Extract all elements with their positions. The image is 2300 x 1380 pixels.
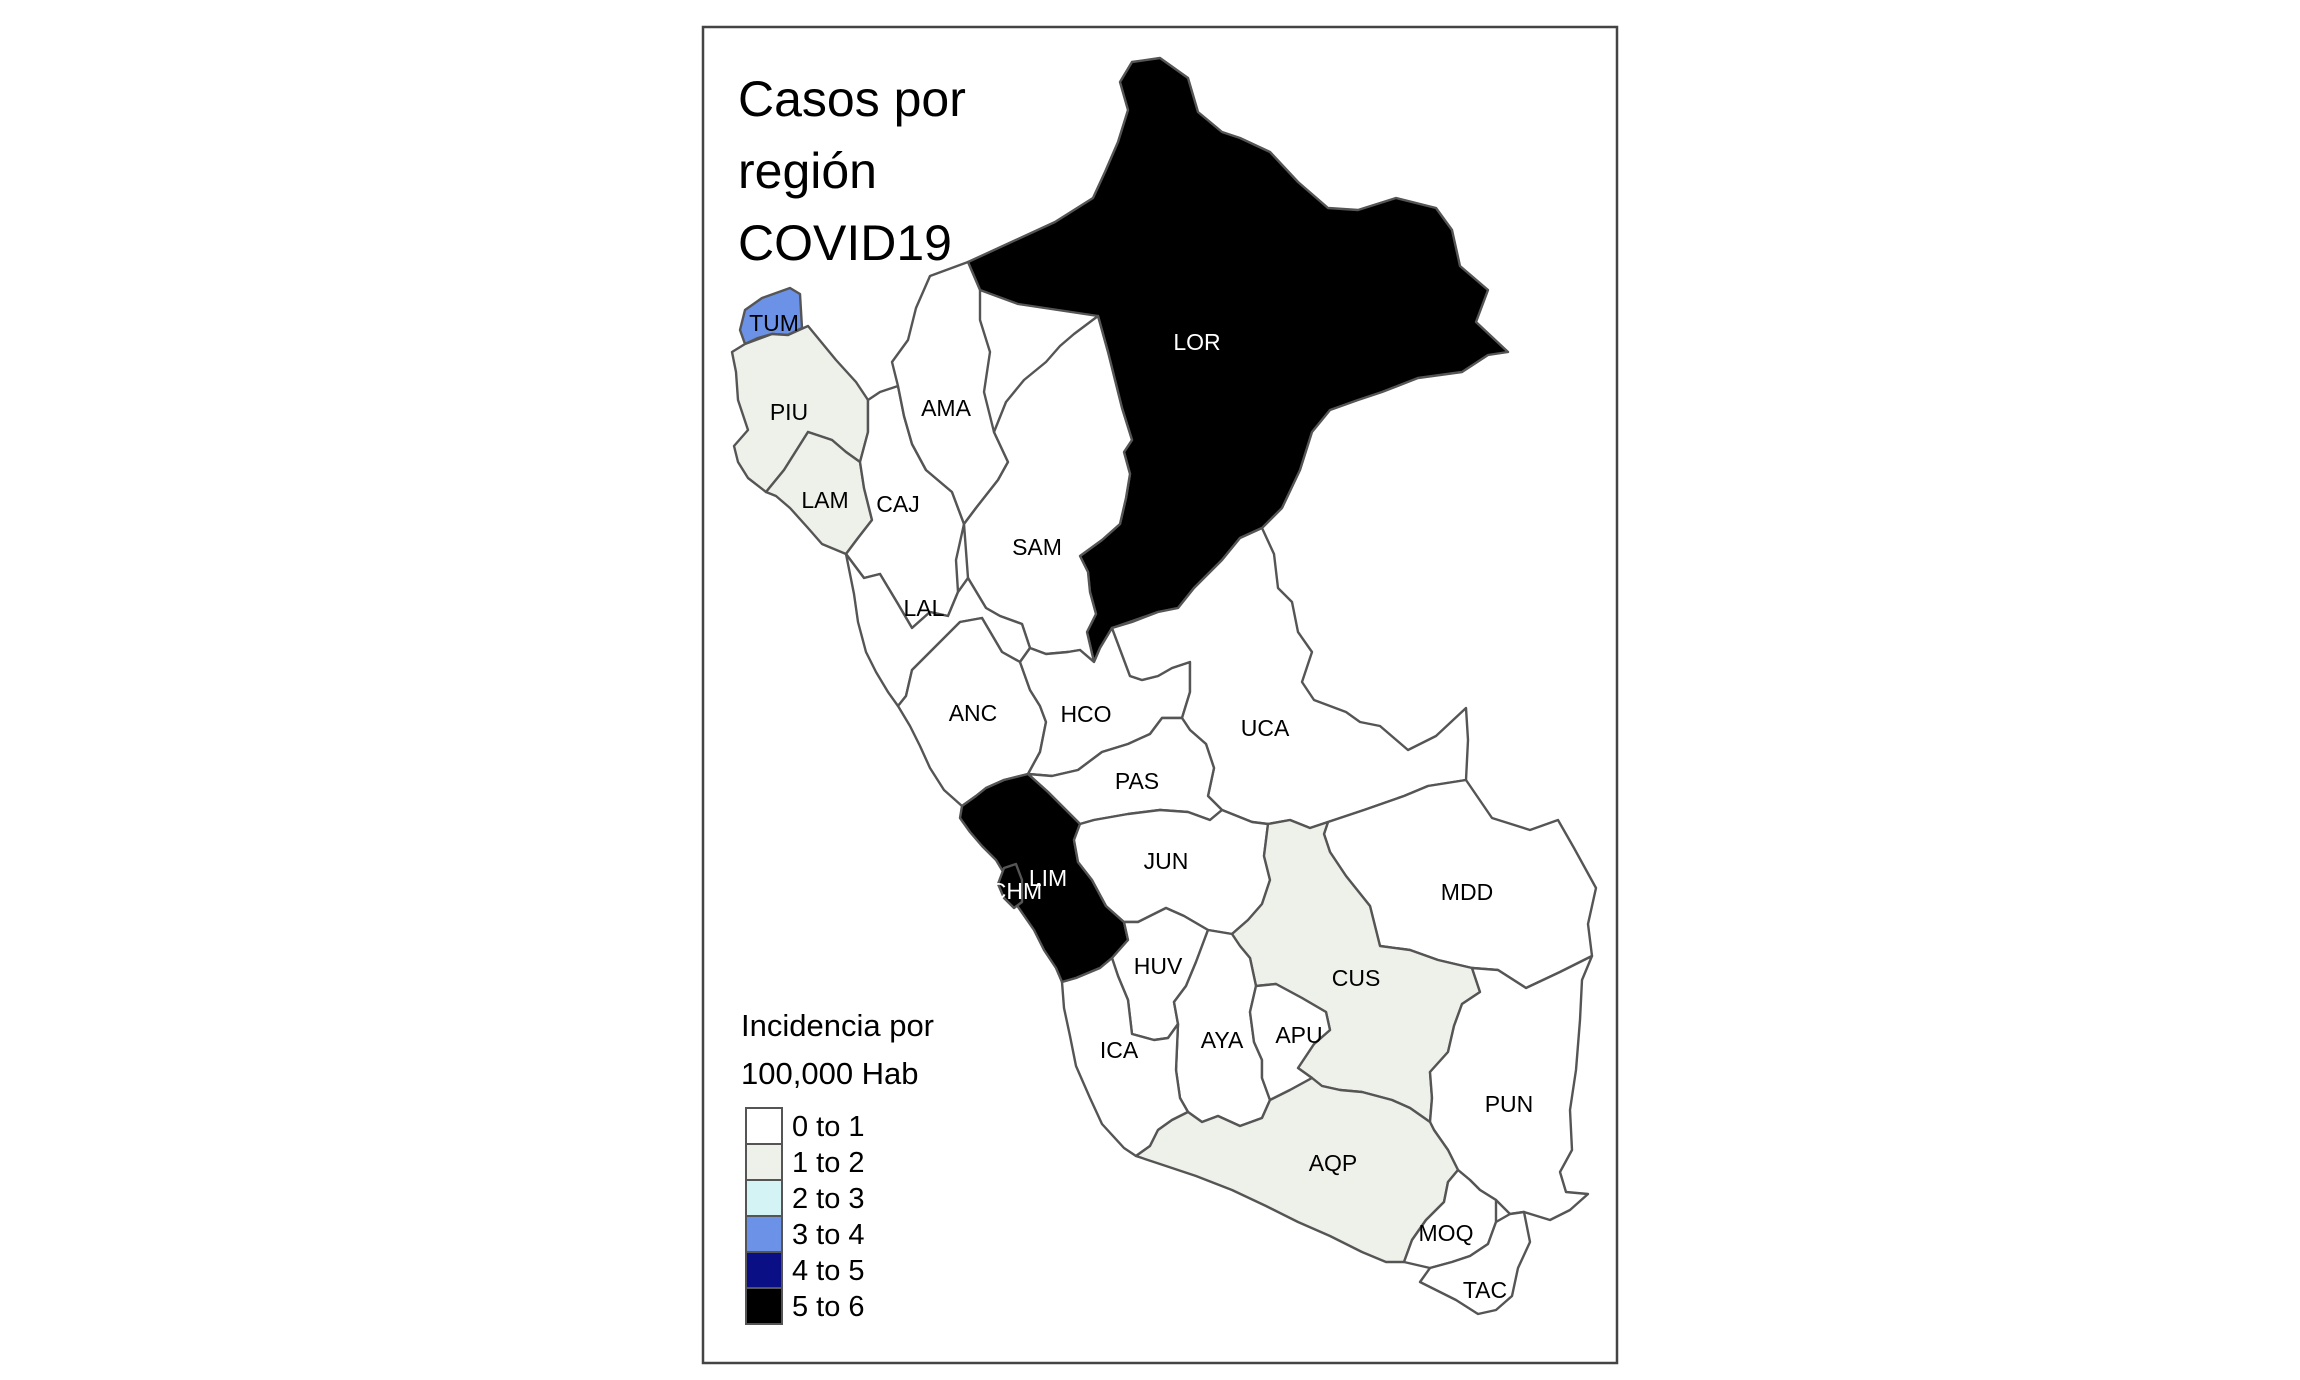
map-title-line-3: COVID19 [738, 215, 952, 271]
legend-label-0-1: 0 to 1 [792, 1111, 865, 1143]
region-label-moq: MOQ [1419, 1220, 1474, 1246]
map-title-line-1: Casos por [738, 71, 966, 127]
region-tac [1418, 1210, 1532, 1316]
region-label-huv: HUV [1134, 953, 1183, 979]
region-label-aqp: AQP [1309, 1150, 1358, 1176]
region-label-chm: CHM [990, 878, 1042, 904]
legend-swatch-1-2 [745, 1143, 783, 1181]
legend-label-3-4: 3 to 4 [792, 1219, 865, 1251]
region-label-lor: LOR [1173, 329, 1220, 355]
region-label-cus: CUS [1332, 965, 1381, 991]
region-label-pun: PUN [1485, 1091, 1534, 1117]
region-label-apu: APU [1275, 1022, 1322, 1048]
region-label-mdd: MDD [1441, 879, 1493, 905]
legend-label-1-2: 1 to 2 [792, 1147, 865, 1179]
region-label-hco: HCO [1060, 701, 1111, 727]
legend-label-5-6: 5 to 6 [792, 1291, 865, 1323]
map-title: Casos por región COVID19 [738, 71, 966, 271]
region-label-pas: PAS [1115, 768, 1159, 794]
region-layer [730, 56, 1598, 1316]
region-label-ama: AMA [921, 395, 972, 421]
region-label-jun: JUN [1144, 848, 1189, 874]
region-label-lal: LAL [904, 595, 945, 621]
region-label-sam: SAM [1012, 534, 1062, 560]
region-label-tum: TUM [749, 310, 799, 336]
legend-swatch-4-5 [745, 1251, 783, 1289]
map-legend: Incidencia por 100,000 Hab 0 to 1 1 to 2… [741, 1008, 934, 1325]
region-label-lam: LAM [801, 487, 848, 513]
map-title-line-2: región [738, 143, 877, 199]
legend-title-line-2: 100,000 Hab [741, 1056, 919, 1091]
region-label-ica: ICA [1100, 1037, 1139, 1063]
region-label-lim: LIM [1029, 865, 1067, 891]
legend-swatch-3-4 [745, 1215, 783, 1253]
legend-label-2-3: 2 to 3 [792, 1183, 865, 1215]
region-label-caj: CAJ [876, 491, 919, 517]
region-label-aya: AYA [1201, 1027, 1244, 1053]
region-aqp [1134, 1076, 1460, 1264]
region-label-piu: PIU [770, 399, 808, 425]
region-label-uca: UCA [1241, 715, 1290, 741]
region-label-tac: TAC [1463, 1277, 1507, 1303]
region-chm [996, 862, 1024, 910]
region-ica [1060, 956, 1190, 1158]
region-ama [890, 260, 1010, 526]
region-label-layer: LOR TUM PIU AMA LAM CAJ SAM LAL ANC HCO … [749, 310, 1533, 1303]
legend-swatch-5-6 [745, 1287, 783, 1325]
legend-swatch-0-1 [745, 1107, 783, 1145]
legend-swatch-2-3 [745, 1179, 783, 1217]
region-label-anc: ANC [949, 700, 998, 726]
legend-label-4-5: 4 to 5 [792, 1255, 865, 1287]
legend-title-line-1: Incidencia por [741, 1008, 934, 1043]
